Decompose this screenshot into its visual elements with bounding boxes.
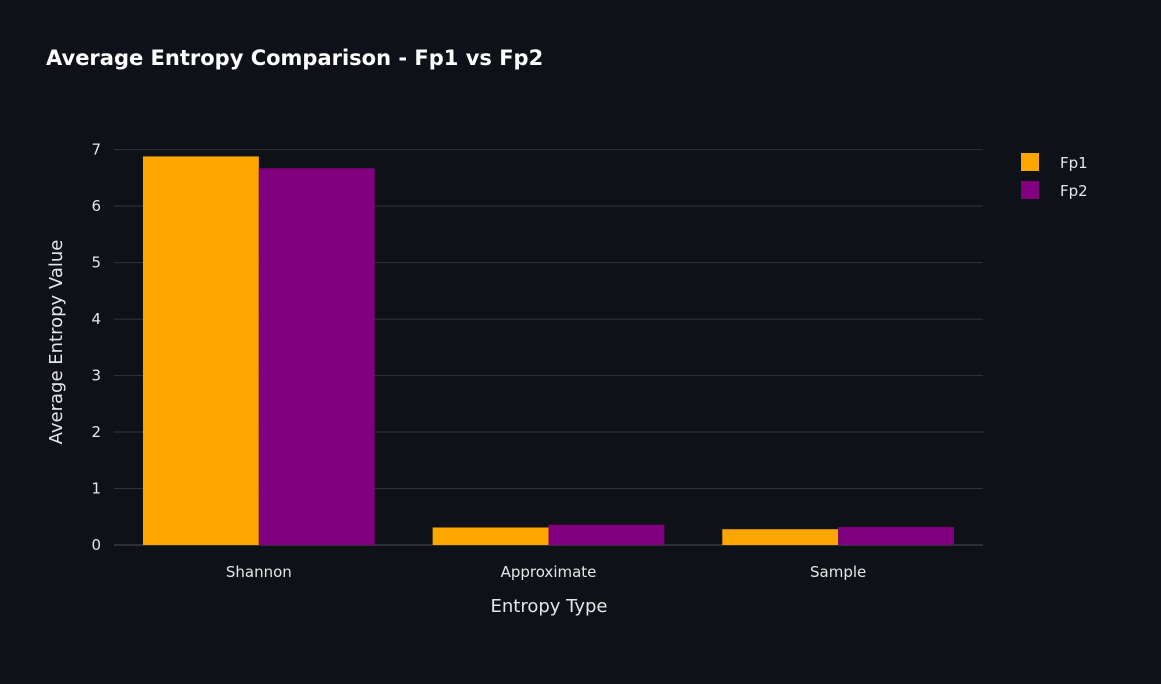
bar-fp2-sample[interactable] xyxy=(838,526,955,545)
y-tick-label: 2 xyxy=(91,423,101,441)
y-tick-labels: 0 1 2 3 4 5 6 7 xyxy=(91,141,101,554)
legend[interactable]: Fp1 Fp2 xyxy=(1021,153,1088,200)
legend-swatch xyxy=(1021,153,1039,171)
legend-label: Fp2 xyxy=(1060,182,1088,200)
x-axis-title: Entropy Type xyxy=(491,596,608,617)
x-tick-label: Approximate xyxy=(501,563,597,581)
bar-fp1-shannon[interactable] xyxy=(142,156,259,545)
y-tick-label: 1 xyxy=(91,480,101,498)
x-tick-label: Sample xyxy=(810,563,866,581)
legend-label: Fp1 xyxy=(1060,154,1088,172)
y-tick-label: 7 xyxy=(91,141,101,159)
bar-fp1-approximate[interactable] xyxy=(432,527,549,545)
bar-fp2-approximate[interactable] xyxy=(548,524,665,545)
y-tick-label: 6 xyxy=(91,197,101,215)
x-tick-label: Shannon xyxy=(226,563,292,581)
y-tick-label: 0 xyxy=(91,536,101,554)
legend-item-fp1[interactable]: Fp1 xyxy=(1021,153,1088,172)
y-tick-label: 5 xyxy=(91,254,101,272)
bars xyxy=(142,156,955,545)
y-tick-label: 3 xyxy=(91,367,101,385)
x-tick-labels: Shannon Approximate Sample xyxy=(226,563,866,581)
y-axis-title: Average Entropy Value xyxy=(46,240,67,445)
legend-swatch xyxy=(1021,181,1039,199)
y-tick-label: 4 xyxy=(91,310,101,328)
chart-title: Average Entropy Comparison - Fp1 vs Fp2 xyxy=(46,46,543,70)
bar-fp2-shannon[interactable] xyxy=(258,168,375,545)
bar-fp1-sample[interactable] xyxy=(722,529,839,545)
legend-item-fp2[interactable]: Fp2 xyxy=(1021,181,1088,200)
